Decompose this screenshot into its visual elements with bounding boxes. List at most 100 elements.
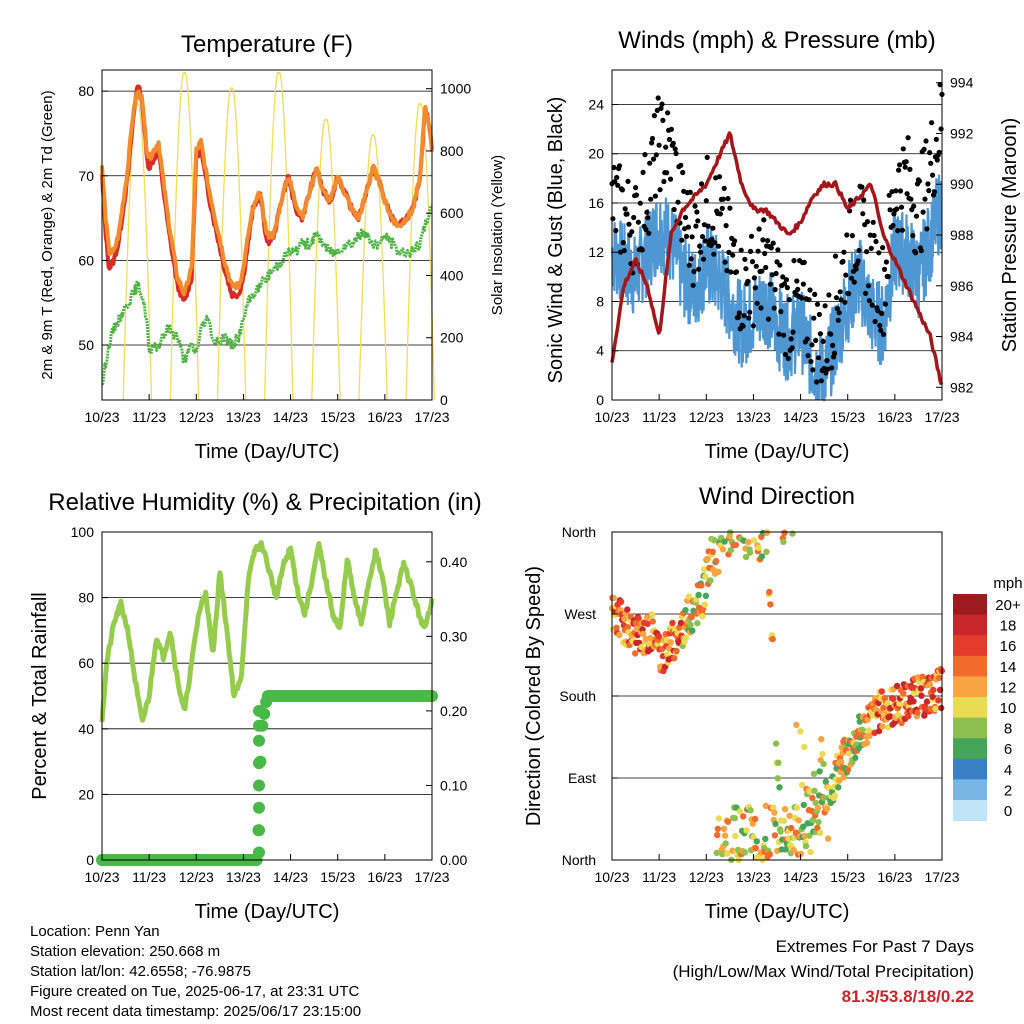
direction-point [896,700,903,707]
gust-point [930,172,936,178]
direction-point [724,850,731,857]
gust-point [861,197,867,203]
gust-point [895,228,901,234]
gust-point [911,203,917,209]
direction-point [769,635,776,643]
gust-point [770,240,776,246]
gust-point [894,206,900,212]
gust-point [870,219,876,225]
winds-ytick-label: 12 [588,244,604,260]
direction-point [671,655,678,662]
gust-point [815,355,822,361]
direction-point [713,849,720,857]
gust-point [658,105,664,111]
gust-point [648,196,654,202]
direction-point [698,582,705,589]
gust-point [788,336,794,342]
gust-point [916,178,923,184]
direction-point [844,766,852,773]
direction-point [929,693,936,701]
direction-point [914,709,921,716]
direction-point [694,620,701,627]
direction-ytick-label: South [559,688,596,704]
legend-label: 18 [1000,618,1017,635]
gust-point [635,219,642,225]
legend-label: 6 [1004,741,1012,758]
legend-label: 16 [1000,638,1017,655]
gust-point [748,248,754,254]
legend-label: 8 [1004,721,1012,738]
winds-ytick-label: 8 [596,293,604,309]
gust-point [864,249,870,255]
direction-point [863,739,871,747]
direction-points [608,529,945,864]
gust-point [902,164,908,170]
gust-point [785,355,791,362]
gust-point [851,279,857,285]
direction-point [624,624,631,631]
direction-point [797,728,804,735]
solar-insolation-curve [405,102,436,401]
direction-point [763,548,770,555]
station-pressure-line [610,131,944,386]
gust-point [864,219,871,225]
gust-point [814,301,821,307]
gust-point [866,298,873,304]
winds-xtick-label: 10/23 [594,409,629,425]
direction-point [819,750,826,758]
temperature-ytick-label: 60 [78,252,94,268]
direction-point [777,828,784,835]
gust-point [643,226,649,233]
gust-point [723,223,729,229]
gust-point [913,250,919,256]
gust-point [860,211,866,217]
temperature-ylabel-right: Solar Insolation (Yellow) [489,155,506,315]
station-info: Location: Penn Yan Station elevation: 25… [30,922,361,1022]
gust-point [720,196,726,202]
direction-point [704,555,711,563]
gust-point [650,156,657,162]
direction-point [720,825,728,832]
direction-point [798,781,806,789]
temperature-y2tick-label: 800 [440,143,464,159]
gust-point [897,188,904,194]
gust-point [619,187,626,193]
direction-point [935,697,942,704]
direction-point [910,698,917,705]
gust-point [936,149,942,155]
direction-point [770,804,777,811]
direction-point [781,529,788,536]
gust-point [887,207,893,213]
gust-point [750,323,757,329]
legend-label: 14 [1000,659,1017,676]
humidity-ytick-label: 40 [78,721,94,737]
direction-point [624,606,631,613]
direction-point [930,686,937,694]
gust-point [842,299,848,305]
gust-point [899,227,906,233]
humidity-y2tick-label: 0.30 [440,628,467,644]
direction-point [816,768,823,775]
humidity-frame [101,531,433,861]
gust-point [704,154,710,160]
temperature-y2tick-label: 200 [440,330,464,346]
direction-point [818,736,825,743]
gust-point [732,238,738,244]
gust-point [804,336,810,342]
gust-point [637,200,643,206]
gust-point [831,350,838,356]
gust-point [783,277,790,283]
gust-point [817,331,824,337]
direction-point [795,817,802,824]
gust-point [853,266,859,272]
gust-point [752,285,758,291]
precipitation-point [253,704,265,717]
legend-label: 2 [1004,782,1012,799]
gust-point [702,238,708,244]
direction-point [935,674,943,681]
extremes-subtitle: (High/Low/Max Wind/Total Precipitation) [672,962,974,981]
direction-point [835,784,842,791]
gust-point [689,234,695,240]
direction-point [649,618,656,625]
gust-point [642,152,648,158]
